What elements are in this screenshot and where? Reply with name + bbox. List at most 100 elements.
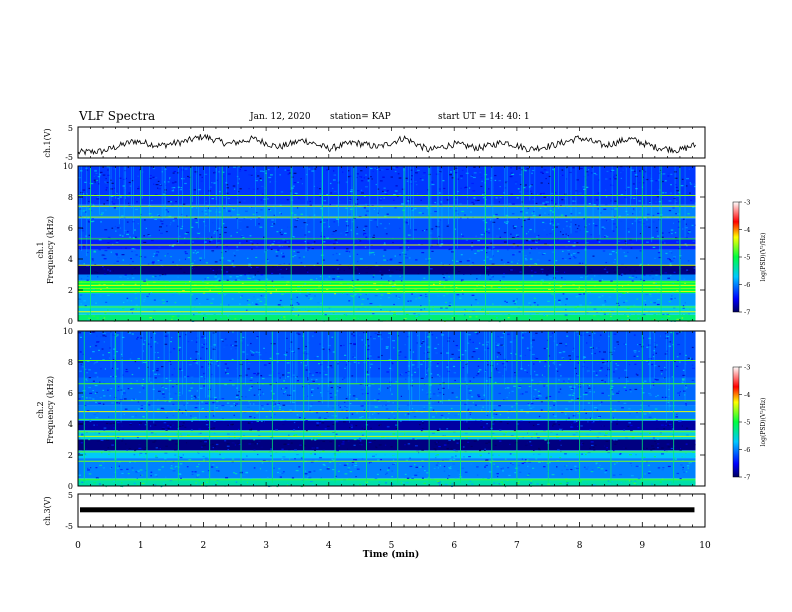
spectrogram-speckle (111, 334, 115, 336)
spectrogram-speckle (353, 343, 356, 345)
spectrogram-speckle (315, 372, 319, 374)
spectrogram-speckle (202, 292, 206, 294)
spectrogram-speckle (461, 467, 464, 469)
spectrogram-speckle (506, 249, 509, 251)
spectrogram-speckle (279, 371, 281, 374)
spectrogram-speckle (669, 259, 671, 261)
spectrogram-speckle (608, 335, 610, 337)
spectrogram-speckle (402, 209, 405, 211)
spectrogram-speckle (669, 423, 672, 426)
spectrogram-speckle (531, 184, 533, 186)
spectrogram-speckle (263, 364, 267, 366)
spectrogram-speckle (246, 226, 249, 228)
spectrogram-speckle (519, 319, 522, 321)
spectrogram-speckle (569, 171, 572, 174)
spectrogram-speckle (643, 315, 645, 317)
spectrogram-speckle (167, 211, 170, 213)
spectrogram-speckle (614, 258, 617, 261)
spectrogram-speckle (164, 332, 168, 334)
spectrogram-speckle (93, 179, 97, 181)
spectrogram-speckle (614, 174, 616, 177)
spectrogram-speckle (344, 473, 348, 475)
spectrogram-speckle (659, 335, 662, 337)
spectrogram-speckle (577, 252, 580, 254)
spectrogram-speckle (361, 416, 364, 418)
spectrogram-speckle (139, 452, 143, 454)
spectrogram-speckle (306, 242, 310, 244)
spectrogram-speckle (345, 232, 349, 234)
spectrogram-speckle (236, 387, 238, 389)
spectrogram-speckle (150, 337, 152, 339)
spectrogram-speckle (258, 394, 260, 396)
spectrogram-speckle (480, 185, 483, 188)
spectrogram-speckle (411, 476, 415, 478)
spectrogram-speckle (235, 480, 237, 482)
spectrogram-speckle (211, 250, 215, 252)
spectrogram-speckle (585, 412, 587, 414)
spectrogram-speckle (426, 393, 429, 395)
spectrogram-speckle (356, 190, 360, 192)
spectrogram-speckle (103, 181, 107, 183)
spectrogram-speckle (113, 360, 117, 363)
spectrogram-speckle (423, 343, 425, 345)
spectrogram-speckle (526, 412, 529, 414)
spectrogram-speckle (670, 331, 673, 334)
spectrogram-speckle (518, 251, 521, 253)
spectrogram-speckle (478, 358, 480, 360)
spectrogram-speckle (541, 172, 544, 174)
spectrogram-speckle (516, 288, 518, 290)
spectrogram-speckle (624, 199, 627, 201)
spectrogram-speckle (164, 255, 166, 257)
spectrogram-speckle (386, 403, 389, 405)
spectrogram-speckle (363, 229, 365, 231)
spectrogram-speckle (660, 424, 664, 426)
spectrogram-speckle (390, 271, 394, 273)
spectrogram-speckle (108, 416, 110, 418)
spectrogram-speckle (422, 212, 424, 215)
spectrogram-speckle (613, 439, 615, 441)
spectrogram-speckle (88, 208, 91, 210)
spectrogram-speckle (221, 398, 225, 400)
spectrogram-speckle (678, 269, 681, 271)
spectrogram-speckle (338, 404, 340, 407)
spectrogram-speckle (619, 473, 622, 476)
spectrogram-speckle (517, 307, 520, 309)
spectrogram-speckle (311, 170, 315, 172)
spectrogram-speckle (165, 476, 167, 478)
spectrogram-speckle (82, 454, 85, 456)
spectrogram-speckle (593, 275, 596, 277)
spectrogram-speckle (465, 437, 468, 439)
spectrogram-speckle (172, 261, 175, 263)
spectrogram-speckle (666, 443, 670, 445)
spectrogram-speckle (331, 187, 334, 190)
spectrogram-speckle (584, 392, 588, 394)
spectrogram-speckle (123, 207, 125, 210)
spectrogram-speckle (445, 276, 447, 278)
spectrogram-speckle (595, 347, 598, 349)
spectrogram-speckle (392, 314, 396, 316)
spectrogram-speckle (383, 259, 387, 261)
spectrogram-speckle (502, 467, 504, 469)
spectrogram-speckle (499, 236, 502, 238)
spectrogram-speckle (618, 295, 621, 297)
spectrogram-speckle (496, 369, 499, 372)
spectrogram-speckle (268, 362, 271, 364)
spectrogram-speckle (162, 265, 164, 267)
spectrogram-speckle (606, 220, 609, 222)
spectrogram-speckle (532, 424, 535, 427)
spectrogram-speckle (526, 432, 529, 434)
spectrogram-speckle (251, 243, 254, 245)
spectrogram-speckle (231, 384, 235, 386)
spectrogram-speckle (685, 227, 688, 229)
spectrogram-speckle (375, 454, 378, 456)
spectrogram-speckle (206, 420, 208, 422)
spectrogram-speckle (132, 248, 136, 250)
spectrogram-speckle (359, 289, 362, 291)
spectrogram-speckle (271, 243, 275, 245)
spectrogram-speckle (519, 191, 522, 193)
spectrogram-speckle (634, 314, 637, 316)
spectrogram-speckle (617, 400, 620, 403)
spectrogram-speckle (447, 417, 450, 419)
spectrogram-speckle (211, 443, 214, 445)
spectrogram-speckle (328, 348, 331, 350)
